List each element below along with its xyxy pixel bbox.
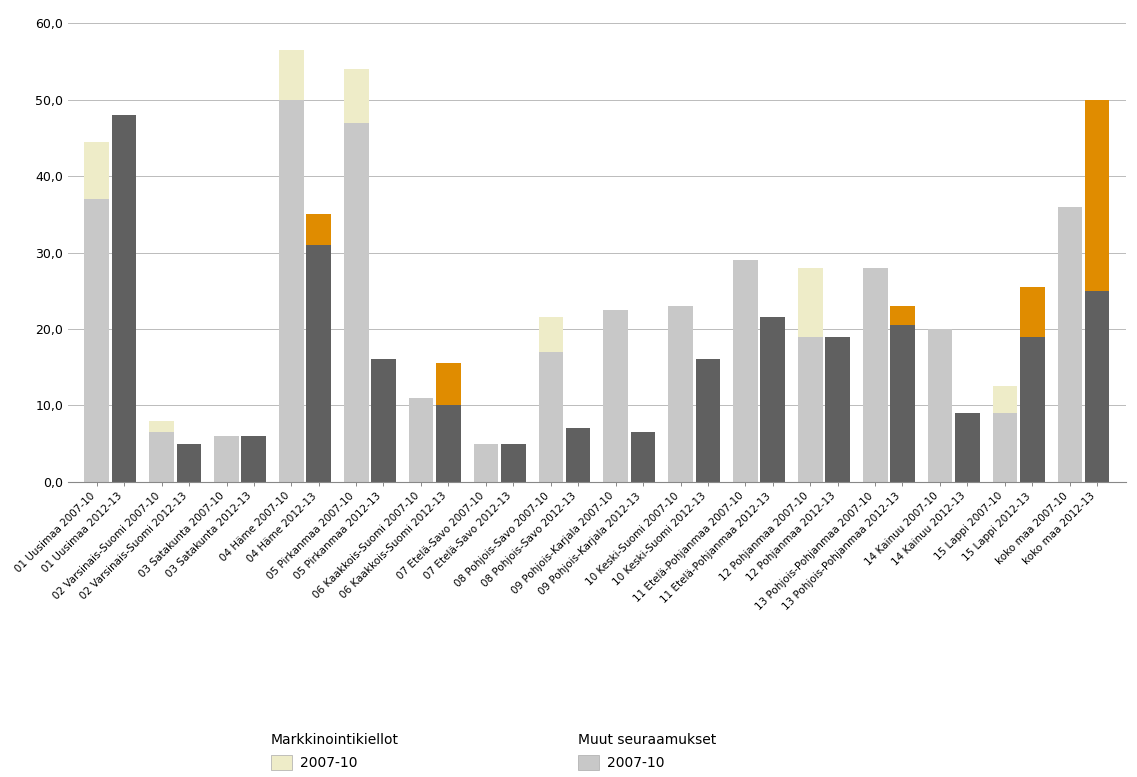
Bar [761, 318, 785, 482]
Bar [993, 413, 1018, 482]
Bar [111, 115, 136, 482]
Bar [176, 444, 201, 482]
Bar [1085, 291, 1110, 482]
Bar [1085, 99, 1110, 291]
Bar [890, 325, 915, 482]
Bar [306, 245, 331, 482]
Bar [1020, 287, 1045, 336]
Bar [149, 420, 174, 432]
Bar [1057, 207, 1082, 482]
Bar [501, 444, 525, 482]
Bar [149, 432, 174, 482]
Bar [409, 398, 433, 482]
Bar [84, 141, 109, 199]
Bar [928, 329, 953, 482]
Bar [437, 406, 460, 482]
Bar [539, 352, 563, 482]
Bar [696, 360, 720, 482]
Bar [604, 310, 628, 482]
Bar [84, 199, 109, 482]
Bar [539, 318, 563, 352]
Bar [437, 364, 460, 406]
Bar [279, 99, 304, 482]
Bar [955, 413, 980, 482]
Legend: 2007-10, 2012-13: 2007-10, 2012-13 [572, 727, 722, 777]
Bar [863, 268, 888, 482]
Bar [241, 436, 266, 482]
Bar [371, 360, 396, 482]
Bar [631, 432, 655, 482]
Bar [798, 336, 823, 482]
Bar [733, 260, 757, 482]
Bar [214, 436, 239, 482]
Bar [343, 123, 368, 482]
Bar [825, 336, 850, 482]
Bar [798, 268, 823, 336]
Bar [890, 306, 915, 325]
Bar [474, 444, 498, 482]
Bar [669, 306, 692, 482]
Bar [306, 214, 331, 245]
Bar [566, 428, 590, 482]
Bar [1020, 336, 1045, 482]
Bar [279, 50, 304, 99]
Bar [993, 386, 1018, 413]
Bar [343, 69, 368, 123]
